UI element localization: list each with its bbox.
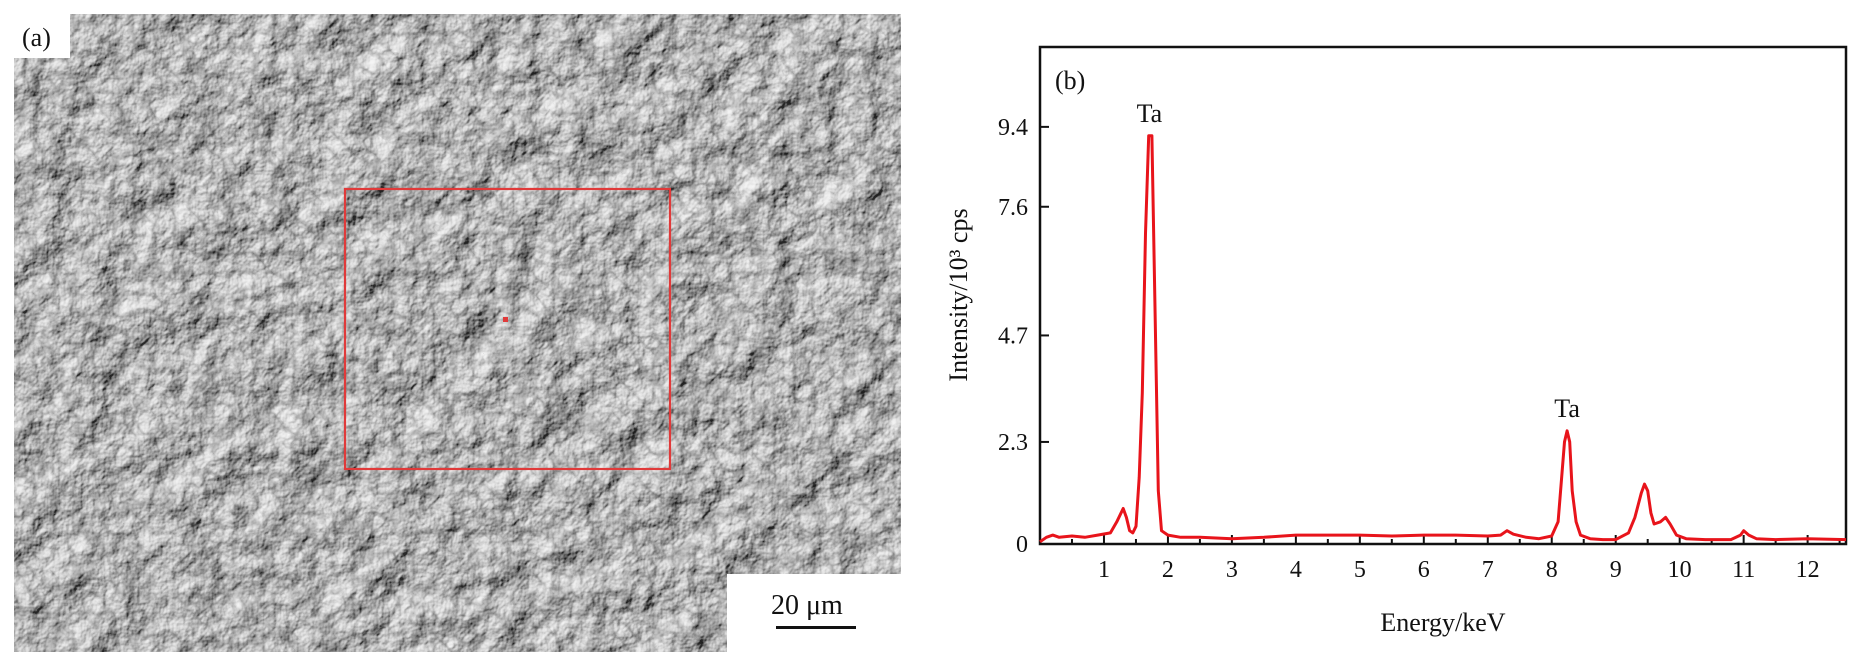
- y-axis-title: Intensity/10³ cps: [944, 208, 973, 381]
- plot-frame: [1038, 45, 1848, 546]
- x-tick-label: 8: [1546, 557, 1558, 583]
- x-tick-label: 1: [1098, 557, 1110, 583]
- y-tick-label: 9.4: [998, 115, 1028, 141]
- scale-bar-box: [727, 574, 901, 652]
- x-tick-label: 5: [1354, 557, 1366, 583]
- y-tick-label: 4.7: [998, 323, 1028, 349]
- eds-spectrum-panel: (b) 0 2.3 4.7 7.6 9.4 1 2 3 4 5 6 7 8 9 10 11 12 Ta Ta E…: [920, 0, 1863, 672]
- x-tick-label: 6: [1418, 557, 1430, 583]
- x-axis-title: Energy/keV: [1380, 608, 1505, 637]
- x-tick-label: 10: [1668, 557, 1692, 583]
- x-tick-label: 12: [1796, 557, 1820, 583]
- panel-b-label: (b): [1055, 66, 1085, 95]
- spectrum-line: [1039, 134, 1847, 544]
- x-tick-label: 4: [1290, 557, 1302, 583]
- roi-box: [343, 187, 672, 471]
- scale-bar-label: 20 μm: [771, 590, 843, 621]
- scale-bar: [776, 626, 856, 629]
- panel-a-label: (a): [22, 23, 51, 52]
- x-tick-label: 9: [1610, 557, 1622, 583]
- y-tick-label: 0: [1016, 532, 1028, 558]
- y-tick-label: 2.3: [998, 430, 1028, 456]
- sem-image: (a) 20 μm: [14, 14, 901, 652]
- panel-a-label-box: [14, 14, 70, 58]
- x-tick-label: 2: [1162, 557, 1174, 583]
- peak-label: Ta: [1137, 99, 1163, 128]
- x-tick-label: 11: [1732, 557, 1755, 583]
- y-tick-label: 7.6: [998, 195, 1028, 221]
- sem-micrograph-panel: (a) 20 μm: [14, 14, 901, 652]
- peak-label: Ta: [1554, 394, 1580, 423]
- x-tick-label: 7: [1482, 557, 1494, 583]
- x-tick-label: 3: [1226, 557, 1238, 583]
- roi-point-marker: [503, 317, 508, 322]
